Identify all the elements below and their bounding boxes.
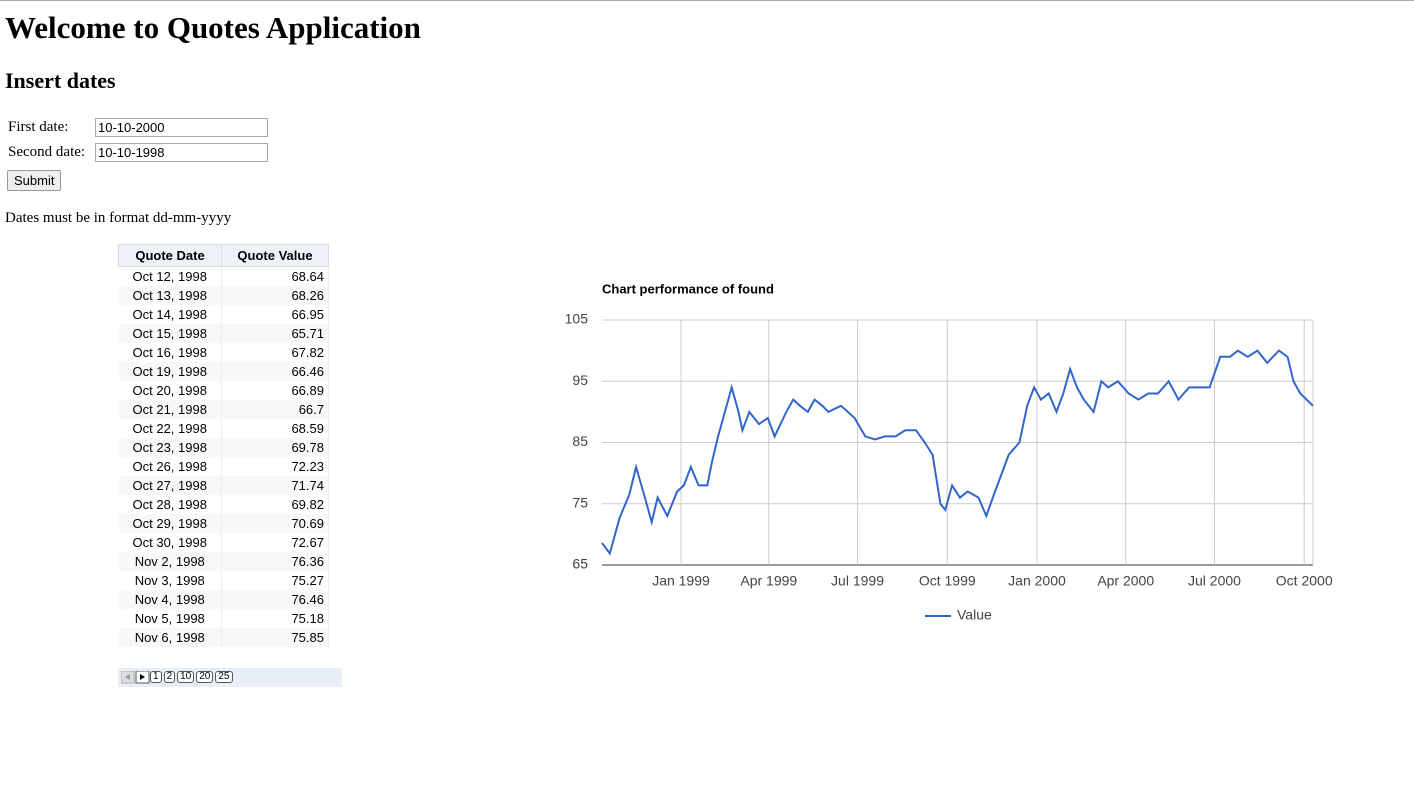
page-title: Welcome to Quotes Application [5,10,421,45]
quote-date: Oct 12, 1998 [118,266,222,286]
quote-value: 69.78 [221,438,329,457]
x-tick-label: Jan 2000 [1008,573,1066,589]
data-line [601,349,1314,556]
quote-value: 67.82 [221,343,329,362]
page-button[interactable]: 1 [150,671,162,683]
table-row: Oct 12, 1998 68.64 [118,266,329,286]
quote-value: 65.71 [221,324,329,343]
table-row: Oct 28, 1998 69.82 [118,495,329,514]
table-row: Nov 5, 1998 75.18 [118,609,329,628]
table-row: Oct 13, 1998 68.26 [118,286,329,305]
x-tick-label: Oct 1999 [919,573,976,589]
quote-date: Oct 26, 1998 [118,457,222,476]
page-button[interactable]: 2 [163,671,176,683]
first-date-label: First date: [8,119,69,135]
table-row: Oct 20, 1998 66.89 [118,381,329,400]
x-tick-label: Apr 2000 [1097,573,1154,589]
table-row: Nov 3, 1998 75.27 [118,571,329,590]
table-row: Nov 6, 1998 75.85 [118,628,329,647]
column-header: Quote Date [118,244,222,267]
quote-date: Oct 13, 1998 [118,286,222,305]
quote-value: 66.7 [221,400,329,419]
quote-date: Oct 27, 1998 [118,476,222,495]
quotes-table: Quote Date Quote Value Oct 12, 1998 68.64 Oc… [118,244,329,647]
quote-date: Oct 20, 1998 [118,381,222,400]
legend-label: Value [957,607,992,623]
x-tick-label: Jan 1999 [652,573,710,589]
quote-date: Oct 28, 1998 [118,495,222,514]
quote-date: Nov 3, 1998 [118,571,222,590]
quote-value: 71.74 [221,476,329,495]
quote-value: 70.69 [221,514,329,533]
x-tick-label: Jul 2000 [1188,573,1241,589]
column-header: Quote Value [221,244,329,267]
quote-value: 66.89 [221,381,329,400]
second-date-label: Second date: [8,144,86,160]
quote-date: Oct 30, 1998 [118,533,222,552]
quote-date: Oct 15, 1998 [118,324,222,343]
y-tick-label: 75 [572,494,588,510]
quote-value: 75.18 [221,609,329,628]
y-tick-label: 85 [572,433,588,449]
quote-value: 66.95 [221,305,329,324]
y-tick-label: 65 [572,556,588,572]
page-button[interactable]: 20 [196,671,214,683]
table-row: Oct 14, 1998 66.95 [118,305,329,324]
table-body: Oct 12, 1998 68.64 Oct 13, 1998 68.26 Oct 14… [118,266,329,647]
quote-date: Oct 23, 1998 [118,438,222,457]
x-tick-label: Apr 1999 [740,573,797,589]
format-note: Dates must be in format dd-mm-yyyy [5,210,232,226]
quote-value: 72.67 [221,533,329,552]
table-row: Oct 22, 1998 68.59 [118,419,329,438]
x-tick-label: Oct 2000 [1276,573,1333,589]
first-date-input[interactable] [95,118,268,137]
chart-title: Chart performance of found [602,281,774,296]
quote-date: Oct 19, 1998 [118,362,222,381]
table-row: Nov 4, 1998 76.46 [118,590,329,609]
submit-button[interactable]: Submit [7,170,62,191]
page-button[interactable]: 25 [215,671,233,683]
quote-value: 75.27 [221,571,329,590]
quote-date: Oct 14, 1998 [118,305,222,324]
quote-value: 68.26 [221,286,329,305]
page-subtitle: Insert dates [5,68,116,93]
x-tick-label: Jul 1999 [831,573,884,589]
pager-arrows[interactable] [120,670,151,685]
table-header: Quote Date Quote Value [118,244,329,267]
quote-value: 76.36 [221,552,329,571]
table-row: Oct 29, 1998 70.69 [118,514,329,533]
table-row: Oct 19, 1998 66.46 [118,362,329,381]
quote-value: 72.23 [221,457,329,476]
quote-date: Oct 21, 1998 [118,400,222,419]
quote-value: 76.46 [221,590,329,609]
second-date-input[interactable] [95,143,268,162]
table-row: Oct 26, 1998 72.23 [118,457,329,476]
quote-date: Oct 22, 1998 [118,419,222,438]
table-row: Oct 16, 1998 67.82 [118,343,329,362]
quote-value: 68.64 [221,266,329,286]
quote-date: Oct 29, 1998 [118,514,222,533]
table-row: Oct 23, 1998 69.78 [118,438,329,457]
table-row: Oct 27, 1998 71.74 [118,476,329,495]
quote-value: 69.82 [221,495,329,514]
y-tick-label: 105 [565,311,589,327]
table-row: Oct 21, 1998 66.7 [118,400,329,419]
y-tick-label: 95 [572,372,588,388]
pager: 1 2 10 20 25 [118,668,342,687]
table-row: Oct 15, 1998 65.71 [118,324,329,343]
quote-value: 66.46 [221,362,329,381]
table-row: Nov 2, 1998 76.36 [118,552,329,571]
quote-date: Oct 16, 1998 [118,343,222,362]
top-border [0,0,1414,1]
quote-date: Nov 5, 1998 [118,609,222,628]
table-row: Oct 30, 1998 72.67 [118,533,329,552]
page-button[interactable]: 10 [177,671,195,683]
quote-date: Nov 6, 1998 [118,628,222,647]
quote-value: 68.59 [221,419,329,438]
quote-date: Nov 4, 1998 [118,590,222,609]
quote-date: Nov 2, 1998 [118,552,222,571]
quote-value: 75.85 [221,628,329,647]
